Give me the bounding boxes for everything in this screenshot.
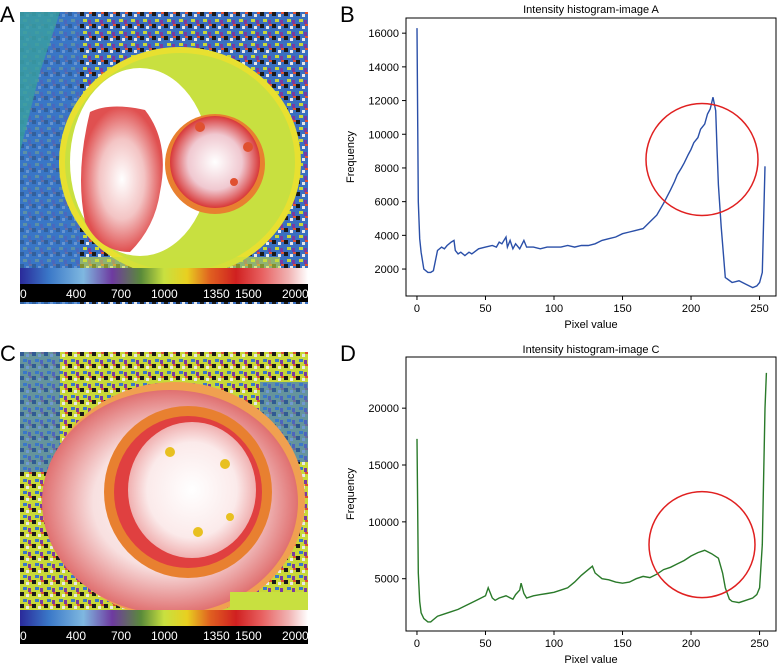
- x-tick-label: 250: [750, 303, 768, 315]
- panel-label-b: B: [340, 2, 355, 27]
- x-tick-label: 150: [613, 638, 631, 650]
- y-tick-label: 8000: [375, 163, 399, 175]
- y-tick-label: 5000: [375, 574, 399, 586]
- histogram-chart-c: Intensity histogram-image C 0 50 100 150 200 2…: [340, 341, 780, 668]
- highlight-circle: [648, 490, 756, 599]
- y-tick-label: 20000: [368, 403, 399, 415]
- x-tick-label: 100: [545, 303, 563, 315]
- colorbar-gradient: [20, 610, 308, 626]
- colorbar-tick: 400: [66, 287, 86, 301]
- chart-title: Intensity histogram-image C: [523, 344, 660, 356]
- series-line: [416, 28, 766, 289]
- x-tick-label: 200: [682, 303, 700, 315]
- chart-title: Intensity histogram-image A: [523, 4, 659, 16]
- colorbar-c: 0 400 700 1000 1350 1500 2000: [20, 610, 308, 644]
- colorbar-gradient: [20, 268, 308, 284]
- x-tick-label: 0: [414, 303, 420, 315]
- x-tick-label: 50: [479, 303, 491, 315]
- highlight-circle: [645, 102, 759, 217]
- plot-frame: [405, 17, 777, 297]
- colorbar-tick: 700: [111, 629, 131, 643]
- colorbar-tick: 2000: [282, 629, 308, 643]
- colorbar-tick: 1500: [235, 287, 262, 301]
- plot-frame: [405, 356, 777, 632]
- y-tick-label: 6000: [375, 197, 399, 209]
- y-axis-label: Frequency: [345, 131, 357, 183]
- y-tick-label: 10000: [368, 129, 399, 141]
- mri-image-c: [20, 352, 308, 644]
- y-tick-label: 16000: [368, 28, 399, 40]
- y-axis-label: Frequency: [345, 468, 357, 520]
- series-line: [416, 372, 768, 623]
- colorbar-a: 0 400 700 1000 1350 1500 2000: [20, 268, 308, 302]
- colorbar-tick: 0: [20, 629, 27, 643]
- histogram-chart-a: Intensity histogram-image A 0 50 100 150 200 2…: [340, 0, 780, 334]
- x-tick-label: 200: [682, 638, 700, 650]
- colorbar-tick: 1350: [203, 629, 230, 643]
- colorbar-tick: 1000: [151, 629, 178, 643]
- colorbar-tick: 1000: [151, 287, 178, 301]
- y-tick-label: 2000: [375, 264, 399, 276]
- mri-image-a: [20, 12, 308, 304]
- y-tick-label: 10000: [368, 517, 399, 529]
- y-tick-label: 12000: [368, 96, 399, 108]
- panel-label-d: D: [340, 341, 356, 366]
- colorbar-tick: 1500: [235, 629, 262, 643]
- colorbar-tick: 700: [111, 287, 131, 301]
- colorbar-tick: 1350: [203, 287, 230, 301]
- y-tick-label: 4000: [375, 230, 399, 242]
- x-tick-label: 100: [545, 638, 563, 650]
- colorbar-tick: 0: [20, 287, 27, 301]
- x-axis-label: Pixel value: [564, 654, 617, 666]
- x-axis-label: Pixel value: [564, 319, 617, 331]
- x-tick-label: 0: [414, 638, 420, 650]
- colorbar-tick: 2000: [282, 287, 308, 301]
- y-tick-label: 15000: [368, 460, 399, 472]
- panel-label-a: A: [0, 2, 15, 27]
- colorbar-tick: 400: [66, 629, 86, 643]
- x-tick-label: 150: [613, 303, 631, 315]
- x-tick-label: 50: [479, 638, 491, 650]
- x-tick-label: 250: [750, 638, 768, 650]
- y-tick-label: 14000: [368, 62, 399, 74]
- panel-label-c: C: [0, 341, 16, 366]
